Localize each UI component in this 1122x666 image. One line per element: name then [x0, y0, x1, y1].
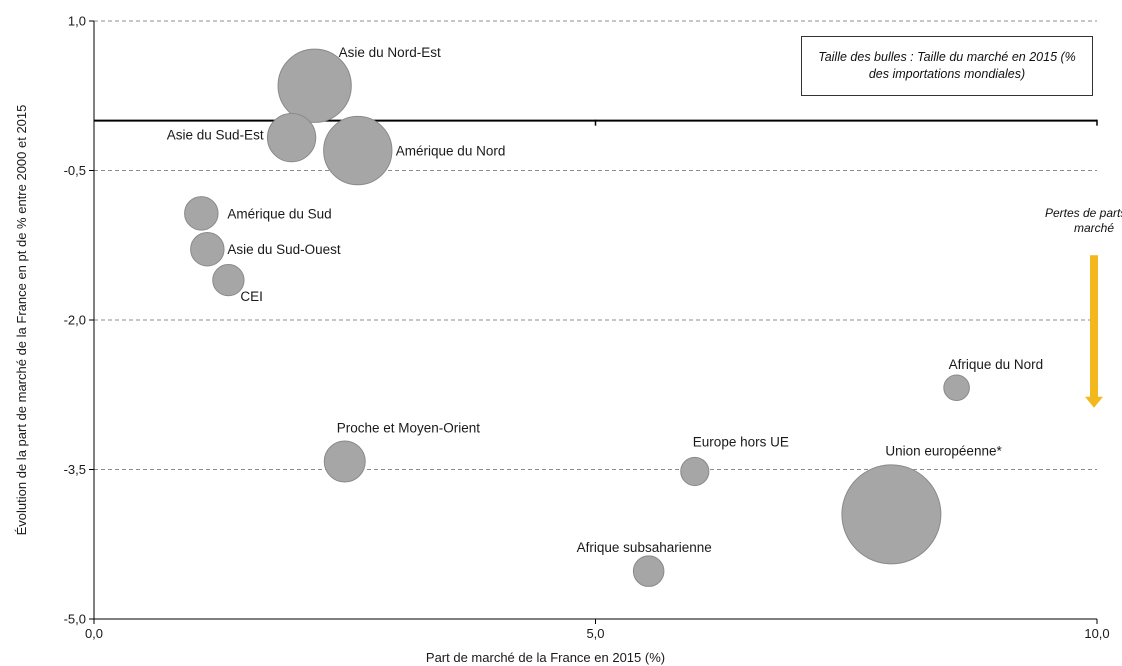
bubble — [277, 48, 352, 123]
legend-text: Taille des bulles : Taille du marché en … — [818, 50, 1076, 81]
bubble-label: Proche et Moyen-Orient — [337, 421, 481, 436]
y-tick-label: -5,0 — [64, 612, 86, 627]
bubble — [184, 196, 219, 231]
bubbles — [184, 48, 970, 587]
bubble — [323, 440, 366, 483]
bubble — [190, 232, 225, 267]
bubble — [212, 263, 245, 297]
bubble — [680, 456, 710, 487]
bubble-label: Amérique du Nord — [396, 144, 506, 159]
axes: 1,0 -0,5 -2,0 -3,5 -5,00,0 5,0 10,0 — [64, 14, 1110, 642]
bubble-label: Europe hors UE — [693, 434, 789, 449]
bubble-label: Afrique subsaharienne — [577, 540, 712, 555]
bubble-label: Asie du Sud-Ouest — [227, 242, 341, 257]
bubble-label: Union européenne* — [885, 443, 1002, 458]
bubble-label: Amérique du Sud — [227, 206, 331, 221]
y-tick-label: -2,0 — [64, 313, 86, 328]
bubble — [266, 112, 317, 163]
x-tick-label: 5,0 — [586, 626, 604, 641]
bubble-label: Afrique du Nord — [949, 357, 1044, 372]
bubble — [943, 374, 970, 402]
loss-annotation-label: Pertes de parts de marché — [1044, 206, 1122, 235]
gridlines — [94, 20, 1097, 470]
legend-box: Taille des bulles : Taille du marché en … — [801, 36, 1093, 96]
bubble — [323, 115, 393, 186]
bubble — [841, 464, 942, 565]
x-tick-label: 0,0 — [85, 626, 103, 641]
bubble-label: Asie du Nord-Est — [339, 45, 441, 60]
bubble-label: CEI — [240, 289, 263, 304]
loss-arrow — [1085, 255, 1103, 408]
y-axis-label: Évolution de la part de marché de la Fra… — [14, 105, 29, 536]
arrow-head — [1085, 396, 1103, 408]
y-tick-label: -0,5 — [64, 163, 86, 178]
x-tick-label: 10,0 — [1084, 626, 1109, 641]
bubble-labels: Asie du Nord-Est Asie du Sud-Est Amérique … — [167, 45, 1043, 555]
y-tick-label: 1,0 — [68, 14, 86, 29]
x-axis-label: Part de marché de la France en 2015 (%) — [426, 650, 665, 665]
bubble — [632, 555, 665, 587]
y-tick-label: -3,5 — [64, 462, 86, 477]
bubble-label: Asie du Sud-Est — [167, 128, 264, 143]
arrow-shaft — [1090, 255, 1098, 398]
